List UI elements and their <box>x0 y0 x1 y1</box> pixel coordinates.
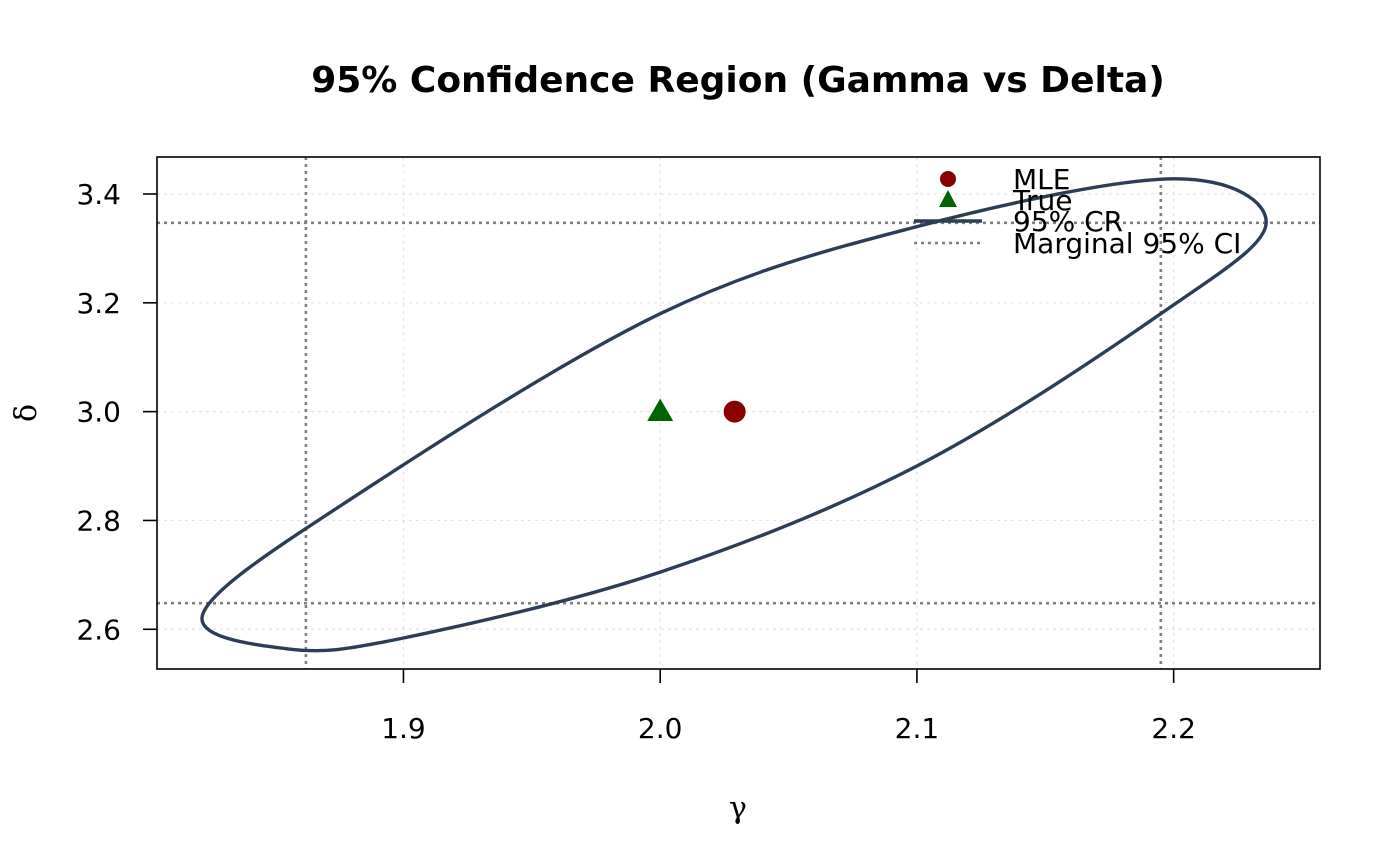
y-tick-label: 3.0 <box>76 396 121 429</box>
y-axis-label: δ <box>9 404 44 422</box>
legend-label: True <box>1012 184 1072 217</box>
chart-title: 95% Confidence Region (Gamma vs Delta) <box>311 60 1165 101</box>
y-axis: 2.6 2.8 3.0 3.2 3.4 <box>76 178 157 646</box>
legend-true-symbol <box>939 190 957 207</box>
plot-frame <box>156 156 1321 670</box>
x-axis: 1.9 2.0 2.1 2.2 <box>381 669 1196 745</box>
y-tick-label: 3.2 <box>76 287 121 320</box>
mle-point <box>723 400 746 423</box>
confidence-region-curve <box>200 177 1268 653</box>
x-tick-label: 1.9 <box>381 712 426 745</box>
marginal-ci-lines <box>157 157 1320 669</box>
legend-label: 95% CR <box>1013 205 1123 238</box>
true-point <box>647 398 674 421</box>
y-tick-label: 3.4 <box>76 178 121 211</box>
x-tick-label: 2.1 <box>895 712 940 745</box>
x-tick-label: 2.2 <box>1151 712 1196 745</box>
x-tick-label: 2.0 <box>638 712 683 745</box>
x-axis-label: γ <box>729 791 747 826</box>
legend-mle-symbol <box>940 171 956 187</box>
legend-label: MLE <box>1013 163 1070 196</box>
legend-label: Marginal 95% CI <box>1013 227 1241 260</box>
confidence-region <box>200 177 1268 653</box>
y-tick-label: 2.8 <box>76 504 121 537</box>
y-tick-label: 2.6 <box>76 613 121 646</box>
point-markers <box>647 398 746 423</box>
